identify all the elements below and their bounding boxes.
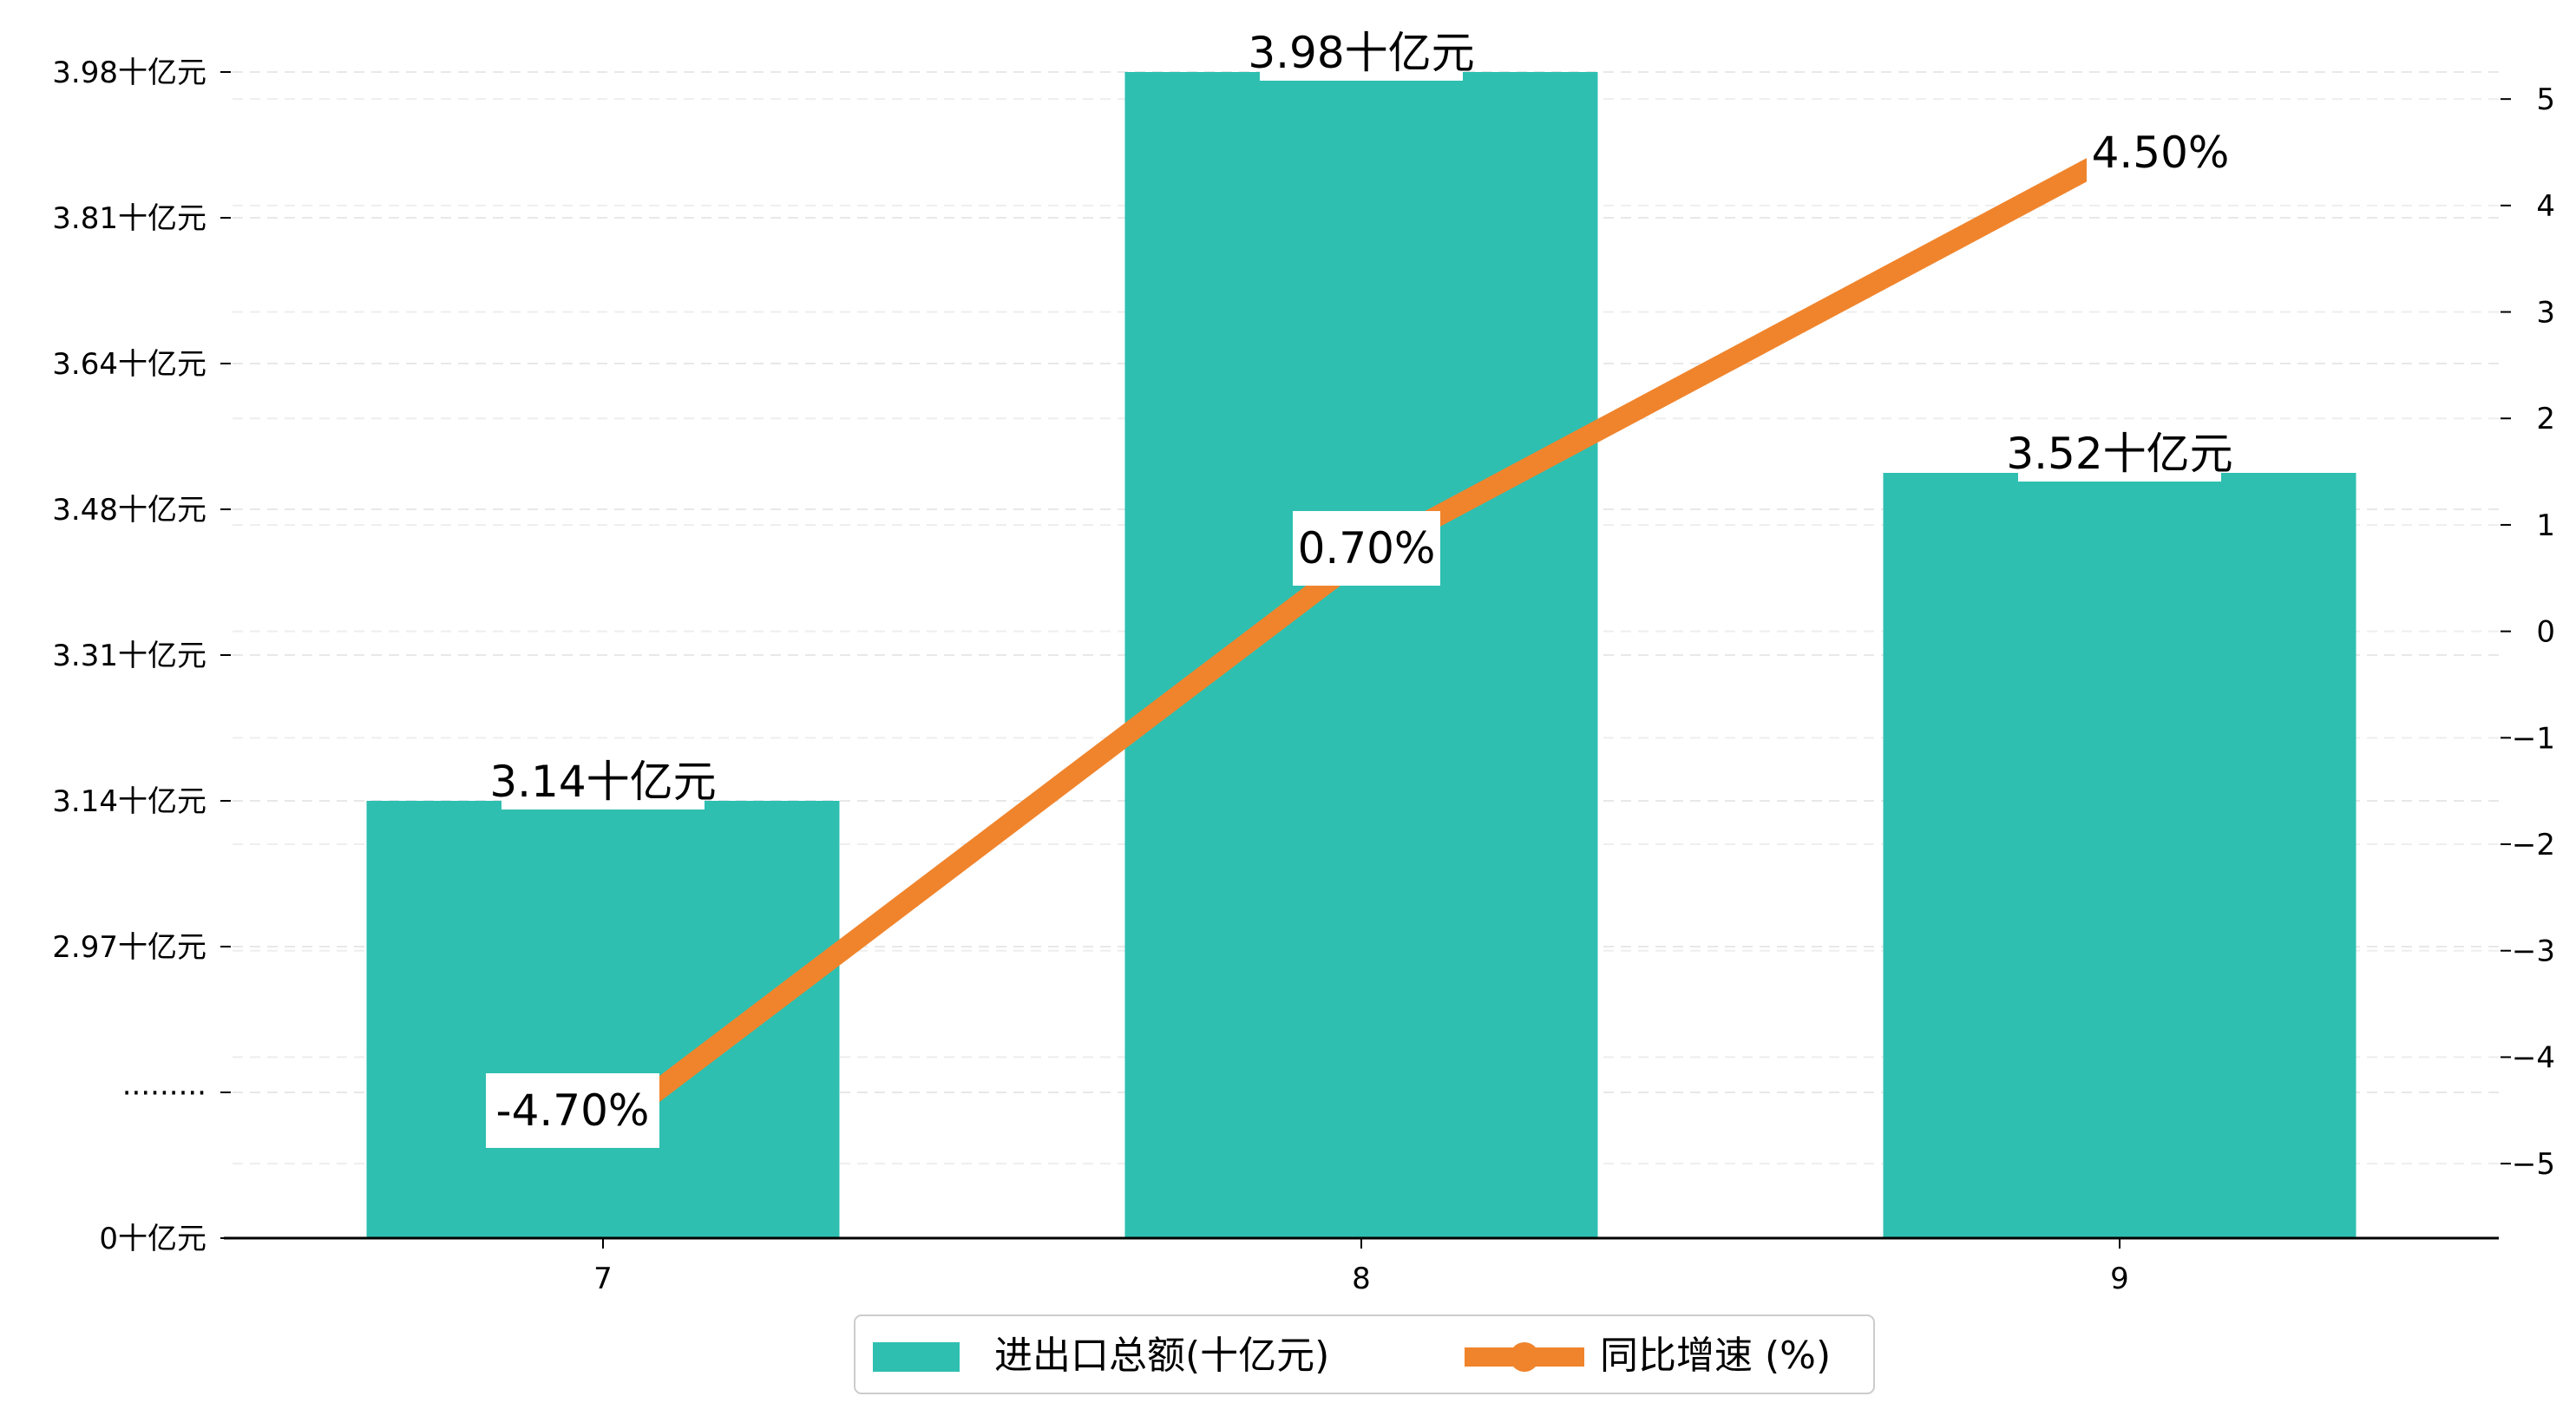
bar-value-label-box <box>1260 25 1463 81</box>
growth-value-label: 0.70% <box>1293 511 1440 586</box>
right-tick-label: 4 <box>2536 189 2555 224</box>
bar-value-label: 3.52十亿元 <box>2006 426 2233 482</box>
left-tick-label: 3.98十亿元 <box>52 56 206 90</box>
x-tick-label: 7 <box>593 1262 613 1296</box>
left-tick-label: 3.14十亿元 <box>52 784 206 819</box>
legend-line-label: 同比增速 (%) <box>1600 1334 1831 1378</box>
growth-value-label-text: 0.70% <box>1298 523 1436 574</box>
right-tick-label: 5 <box>2536 82 2555 117</box>
label-layer: 3.14十亿元 3.98十亿元 3.52十亿元 -4.70% 0.70% 4.50% <box>486 25 2234 1148</box>
right-tick-label: −3 <box>2512 934 2555 969</box>
bar <box>366 801 840 1238</box>
right-tick-label: −1 <box>2512 721 2555 756</box>
legend-box <box>854 1314 1875 1394</box>
growth-value-label: -4.70% <box>486 1073 659 1148</box>
left-tick-label: 3.31十亿元 <box>52 639 206 673</box>
bar-value-label-box <box>2018 426 2221 482</box>
bar <box>1883 473 2356 1238</box>
bar-value-label: 3.98十亿元 <box>1248 25 1475 81</box>
bar-layer <box>366 72 2356 1238</box>
bar-value-label: 3.14十亿元 <box>489 754 717 810</box>
x-tick-label: 9 <box>2110 1262 2129 1296</box>
growth-value-label-text: 4.50% <box>2092 128 2230 178</box>
bar-value-label-text: 3.14十亿元 <box>489 757 716 807</box>
growth-value-label-text: -4.70% <box>496 1085 650 1136</box>
growth-value-label-box <box>1293 511 1440 586</box>
x-tick-label: 8 <box>1352 1262 1371 1296</box>
right-tick-label: 3 <box>2536 296 2555 331</box>
legend-layer: 进出口总额(十亿元) 同比增速 (%) <box>854 1314 1875 1394</box>
growth-value-label-box <box>2087 115 2234 190</box>
bar-value-label-text: 3.52十亿元 <box>2006 429 2232 479</box>
growth-value-label-box <box>486 1073 659 1148</box>
bar-value-label-box <box>501 754 705 810</box>
legend-bar-swatch <box>873 1342 960 1372</box>
right-tick-label: 1 <box>2536 508 2555 543</box>
right-tick-label: 2 <box>2536 402 2555 436</box>
bar-value-label-text: 3.98十亿元 <box>1248 28 1474 78</box>
left-tick-label: 3.81十亿元 <box>52 201 206 236</box>
right-tick-label: −5 <box>2512 1147 2555 1182</box>
right-tick-label: −4 <box>2512 1040 2555 1075</box>
legend-bar-label: 进出口总额(十亿元) <box>994 1334 1329 1378</box>
left-tick-label: ········· <box>122 1076 206 1111</box>
left-tick-label: 3.48十亿元 <box>52 493 206 528</box>
axis-layer: 7 8 9 0十亿元 ········· 2.97十亿元 3.14十亿元 3.31十亿元 3.4… <box>52 56 2555 1296</box>
bar <box>1124 72 1598 1238</box>
growth-value-label: 4.50% <box>2087 115 2234 190</box>
right-tick-label: 0 <box>2536 615 2555 650</box>
right-tick-label: −2 <box>2512 828 2555 862</box>
left-tick-label: 3.64十亿元 <box>52 347 206 382</box>
legend-line-marker <box>1510 1342 1539 1372</box>
left-tick-label: 2.97十亿元 <box>52 930 206 965</box>
left-tick-label: 0十亿元 <box>99 1222 206 1256</box>
